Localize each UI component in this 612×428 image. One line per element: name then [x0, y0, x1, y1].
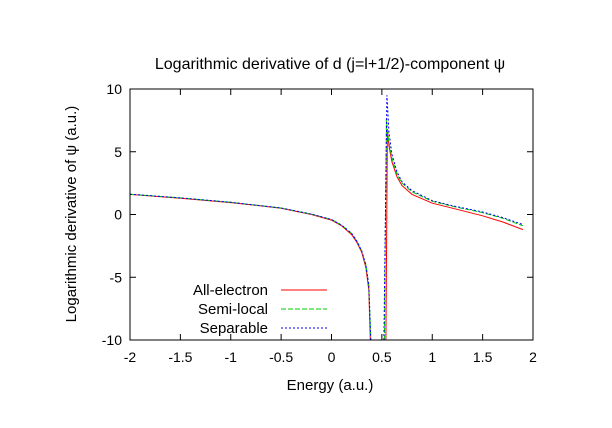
- chart-title: Logarithmic derivative of d (j=l+1/2)-co…: [155, 56, 505, 73]
- series-line-3: [383, 95, 524, 340]
- legend-label: Separable: [200, 320, 268, 337]
- y-tick-label: 0: [114, 207, 122, 223]
- x-tick-label: 0: [328, 349, 336, 365]
- series-layer: [130, 95, 524, 340]
- x-tick-label: 0.5: [372, 349, 392, 365]
- x-tick-label: -0.5: [269, 349, 293, 365]
- axis-ticks: -2 -1.5 -1 -0.5 0 0.5 1 1.5 2 -10 -5 0 5 10: [102, 81, 537, 365]
- x-tick-label: -1: [225, 349, 238, 365]
- series-line-1: [385, 129, 524, 340]
- series-line-3: [130, 193, 372, 340]
- y-axis-label: Logarithmic derivative of ψ (a.u.): [63, 106, 80, 323]
- y-tick-label: -10: [102, 332, 122, 348]
- legend-label: All-electron: [193, 282, 268, 299]
- y-tick-label: 10: [106, 81, 122, 97]
- x-tick-label: 1: [428, 349, 436, 365]
- x-tick-label: -1.5: [168, 349, 192, 365]
- x-tick-label: -2: [124, 349, 137, 365]
- x-tick-label: 2: [529, 349, 537, 365]
- legend: All-electron Semi-local Separable: [193, 282, 327, 337]
- series-line-2: [130, 193, 372, 340]
- y-tick-label: 5: [114, 144, 122, 160]
- series-line-2: [383, 119, 524, 340]
- series-line-1: [130, 193, 371, 340]
- y-tick-label: -5: [110, 269, 123, 285]
- plot-frame: [129, 88, 534, 341]
- legend-label: Semi-local: [198, 301, 268, 318]
- x-tick-label: 1.5: [473, 349, 493, 365]
- x-axis-label: Energy (a.u.): [287, 377, 374, 394]
